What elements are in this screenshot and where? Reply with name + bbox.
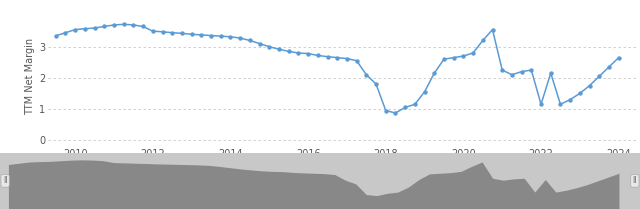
Point: [167, 31, 177, 34]
Point: [264, 45, 275, 48]
Point: [371, 82, 381, 86]
Point: [284, 50, 294, 53]
Point: [507, 73, 517, 76]
Point: [60, 31, 70, 34]
Point: [468, 51, 478, 55]
Point: [381, 109, 391, 112]
Point: [244, 39, 255, 42]
Point: [70, 28, 80, 31]
Point: [410, 103, 420, 106]
Point: [148, 29, 158, 33]
Point: [196, 33, 207, 37]
Point: [80, 27, 90, 30]
Point: [439, 57, 449, 61]
Point: [235, 36, 245, 40]
Point: [614, 56, 624, 59]
Point: [303, 52, 313, 55]
Point: [497, 68, 508, 72]
Point: [109, 23, 119, 27]
Point: [604, 65, 614, 69]
Point: [342, 57, 352, 60]
Text: II: II: [3, 176, 8, 185]
Point: [216, 34, 226, 38]
Point: [118, 23, 129, 26]
Point: [293, 51, 303, 55]
Point: [323, 55, 333, 58]
Point: [206, 34, 216, 37]
Point: [556, 103, 566, 106]
Point: [565, 98, 575, 101]
Point: [390, 111, 401, 115]
Point: [274, 47, 284, 51]
Point: [138, 25, 148, 28]
Point: [536, 103, 546, 106]
Point: [351, 59, 362, 62]
Point: [313, 54, 323, 57]
Point: [361, 73, 371, 76]
Point: [128, 23, 138, 27]
Point: [477, 39, 488, 42]
Point: [157, 30, 168, 33]
Point: [488, 28, 498, 31]
Point: [546, 71, 556, 75]
Point: [575, 92, 585, 95]
Point: [177, 32, 187, 35]
Point: [400, 106, 410, 109]
Point: [584, 84, 595, 87]
Point: [99, 25, 109, 28]
Y-axis label: TTM Net Margin: TTM Net Margin: [25, 38, 35, 115]
Point: [225, 35, 236, 38]
Point: [594, 75, 604, 78]
Point: [429, 71, 440, 75]
Text: II: II: [632, 176, 637, 185]
Point: [516, 70, 527, 73]
Point: [458, 54, 468, 58]
Point: [255, 42, 265, 45]
Point: [332, 56, 342, 59]
Point: [419, 90, 429, 93]
Point: [526, 68, 536, 72]
Point: [51, 34, 61, 37]
Point: [449, 56, 459, 59]
Point: [90, 26, 100, 30]
Point: [186, 33, 196, 36]
